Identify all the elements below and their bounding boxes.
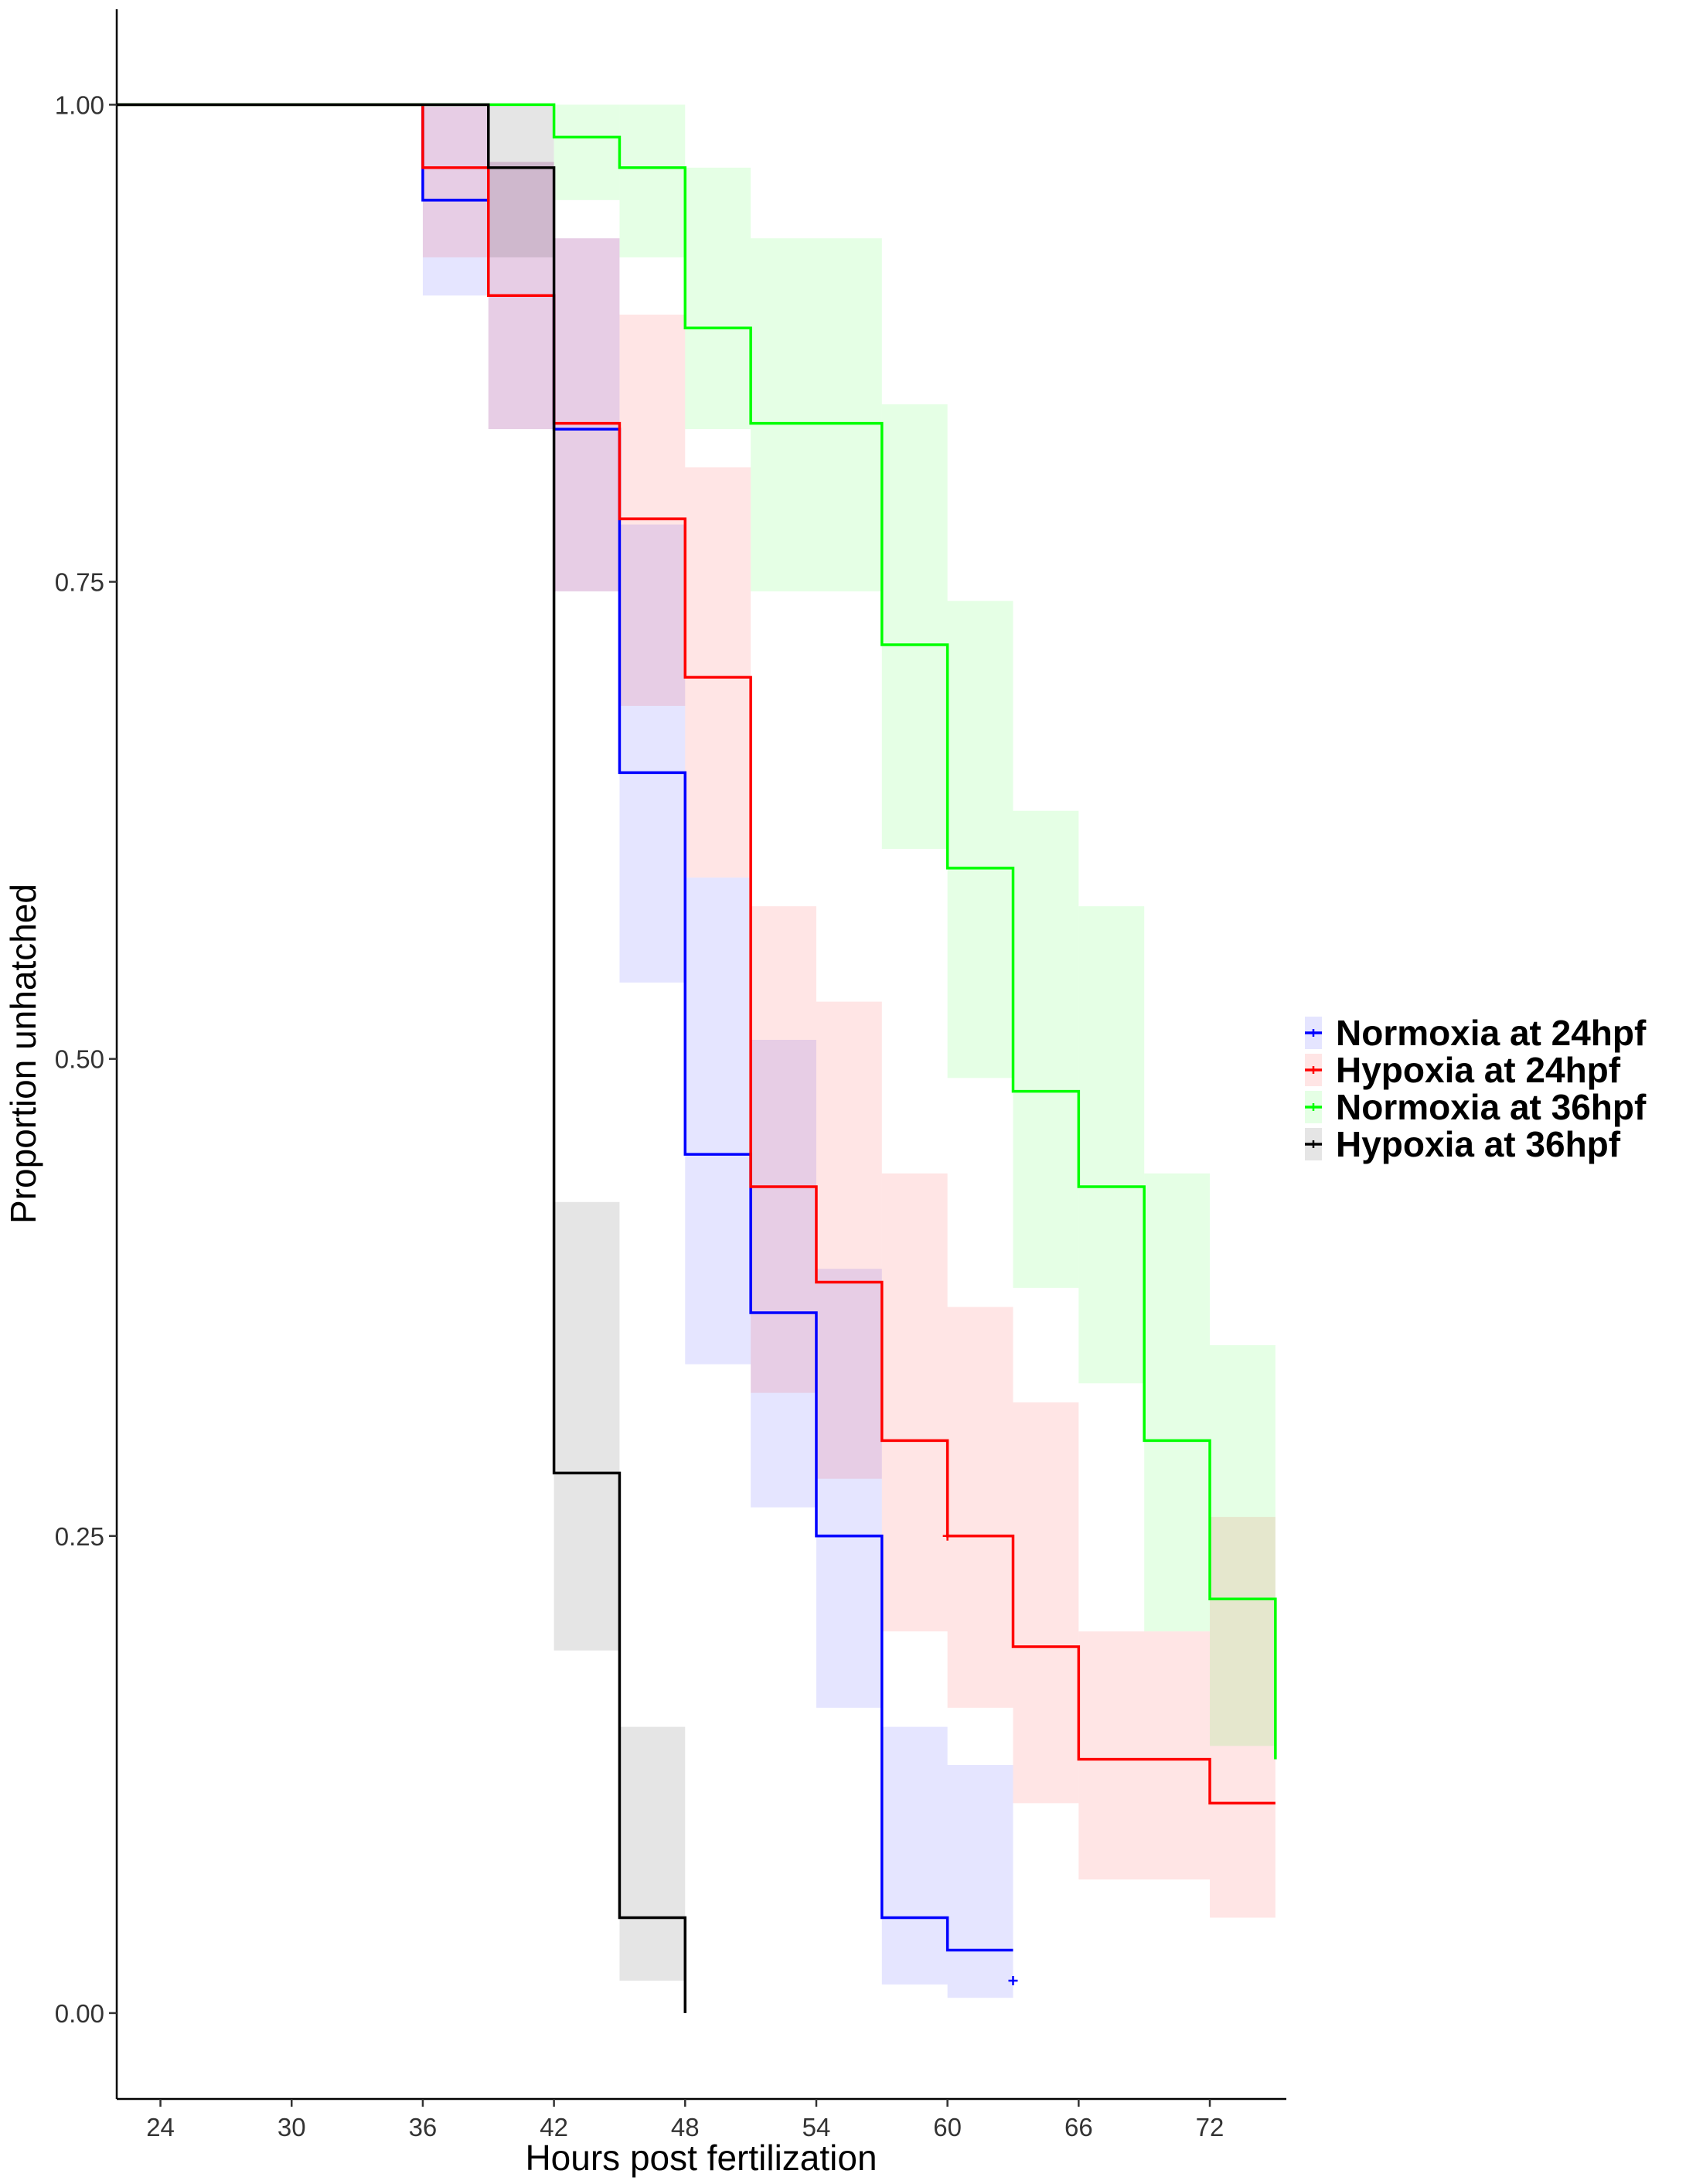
hypoxia-at-36hpf-band-0 [488,104,554,257]
normoxia-at-36hpf-band-4 [816,238,882,591]
y-tick-label-1: 0.25 [55,1522,104,1551]
normoxia-at-24hpf-band-2 [553,238,620,591]
hypoxia-at-24hpf-band-0 [422,104,489,257]
normoxia-at-24hpf-band-7 [816,1269,882,1708]
x-tick-label-1: 30 [278,2113,306,2141]
legend-label-normoxia-at-24hpf: Normoxia at 24hpf [1336,1013,1647,1053]
legend-label-hypoxia-at-24hpf: Hypoxia at 24hpf [1336,1050,1621,1090]
hypoxia-at-36hpf-curve [117,103,687,2013]
normoxia-at-36hpf-band-3 [751,238,816,591]
hypoxia-at-24hpf-band-5 [751,906,816,1393]
hypoxia-at-24hpf-band-7 [881,1173,948,1632]
hypoxia-at-24hpf-censor-mark-0 [942,1531,952,1541]
normoxia-at-36hpf-band-2 [685,167,751,430]
hypoxia-at-24hpf-band-4 [685,467,751,878]
x-tick-label-7: 66 [1064,2113,1093,2141]
normoxia-at-24hpf-band-4 [619,524,686,983]
x-tick-label-2: 36 [409,2113,438,2141]
censor-marks [942,1531,1018,1985]
normoxia-at-24hpf-band-5 [685,877,751,1365]
y-tick-label-0: 0.00 [55,1999,104,2028]
normoxia-at-24hpf-band-8 [881,1726,948,1985]
hypoxia-at-24hpf-curve [117,103,1276,1805]
confidence-bands [422,104,1276,1998]
legend-label-hypoxia-at-36hpf: Hypoxia at 36hpf [1336,1124,1621,1164]
hypoxia-at-24hpf-band-3 [619,314,686,706]
y-tick-label-4: 1.00 [55,90,104,119]
legend-label-normoxia-at-36hpf: Normoxia at 36hpf [1336,1087,1647,1127]
hypoxia-at-36hpf-band-1 [553,1201,620,1651]
survival-curves [117,103,1277,2013]
y-ticks: 0.00 0.25 0.50 0.75 1.00 [55,90,117,2028]
x-axis-title: Hours post fertilization [525,2138,877,2178]
normoxia-at-24hpf-band-6 [751,1039,816,1508]
x-tick-label-8: 72 [1196,2113,1224,2141]
normoxia-at-36hpf-band-6 [947,601,1013,1078]
normoxia-at-36hpf-band-7 [1013,810,1079,1288]
hypoxia-at-24hpf-band-9 [1013,1402,1079,1804]
hypoxia-at-36hpf-band-2 [619,1726,686,1981]
x-ticks: 24 30 36 42 48 54 60 66 72 [146,2099,1224,2141]
y-tick-label-2: 0.50 [55,1045,104,1074]
normoxia-at-24hpf-censor-mark-0 [1008,1975,1018,1985]
x-tick-label-3: 42 [540,2113,568,2141]
normoxia-at-36hpf-curve [117,103,1277,1760]
y-tick-label-3: 0.75 [55,568,104,597]
normoxia-at-36hpf-band-1 [619,104,686,257]
normoxia-at-36hpf-band-9 [1144,1173,1211,1632]
normoxia-at-36hpf-band-5 [881,404,948,850]
axes [115,9,1286,2101]
hypoxia-at-24hpf-band-11 [1210,1517,1276,1918]
normoxia-at-36hpf-band-8 [1078,906,1145,1384]
hypoxia-at-24hpf-band-6 [816,1001,882,1479]
normoxia-at-36hpf-band-10 [1210,1344,1276,1746]
x-tick-label-0: 24 [146,2113,175,2141]
y-axis-title: Proportion unhatched [3,884,43,1224]
hypoxia-at-24hpf-band-2 [553,238,620,591]
x-tick-label-5: 54 [802,2113,831,2141]
normoxia-at-36hpf-band-0 [553,104,620,200]
normoxia-at-24hpf-band-9 [947,1765,1013,1998]
x-tick-label-6: 60 [933,2113,962,2141]
hypoxia-at-24hpf-band-10 [1078,1631,1211,1880]
hypoxia-at-24hpf-band-8 [947,1307,1013,1708]
x-tick-label-4: 48 [671,2113,700,2141]
